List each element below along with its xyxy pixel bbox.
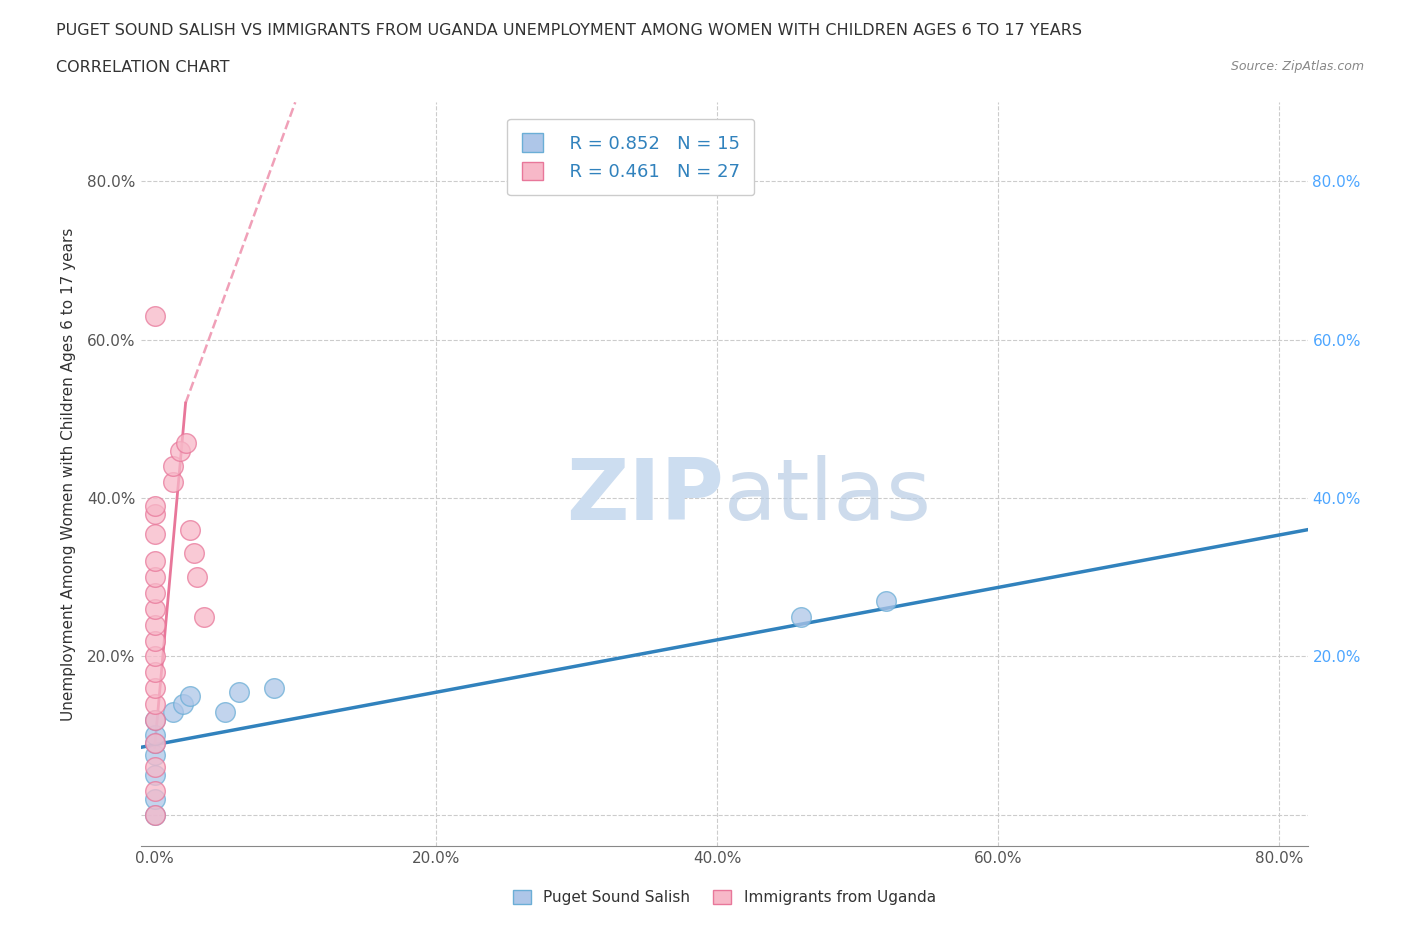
Point <box>143 807 166 822</box>
Point <box>143 309 166 324</box>
Y-axis label: Unemployment Among Women with Children Ages 6 to 17 years: Unemployment Among Women with Children A… <box>60 228 76 721</box>
Point <box>172 697 194 711</box>
Point <box>183 546 205 561</box>
Point <box>143 791 166 806</box>
Point <box>790 609 813 624</box>
Point <box>228 684 250 699</box>
Point <box>143 760 166 775</box>
Text: CORRELATION CHART: CORRELATION CHART <box>56 60 229 75</box>
Point <box>179 523 201 538</box>
Point <box>143 697 166 711</box>
Point <box>143 586 166 601</box>
Point <box>143 748 166 763</box>
Point <box>143 736 166 751</box>
Point <box>143 665 166 680</box>
Point <box>174 435 197 450</box>
Point <box>143 633 166 648</box>
Point <box>143 712 166 727</box>
Text: PUGET SOUND SALISH VS IMMIGRANTS FROM UGANDA UNEMPLOYMENT AMONG WOMEN WITH CHILD: PUGET SOUND SALISH VS IMMIGRANTS FROM UG… <box>56 23 1083 38</box>
Point <box>162 458 184 473</box>
Point <box>143 526 166 541</box>
Point <box>143 767 166 782</box>
Text: atlas: atlas <box>724 455 932 538</box>
Point <box>143 618 166 632</box>
Point <box>169 443 191 458</box>
Point <box>263 681 285 696</box>
Point <box>143 554 166 569</box>
Point <box>143 570 166 585</box>
Point <box>162 704 184 719</box>
Text: ZIP: ZIP <box>567 455 724 538</box>
Point <box>143 783 166 798</box>
Point <box>214 704 236 719</box>
Point <box>179 688 201 703</box>
Point <box>143 498 166 513</box>
Point <box>143 649 166 664</box>
Point <box>143 507 166 522</box>
Point <box>875 593 897 608</box>
Point <box>143 807 166 822</box>
Point <box>162 475 184 490</box>
Legend: Puget Sound Salish, Immigrants from Uganda: Puget Sound Salish, Immigrants from Ugan… <box>505 883 943 913</box>
Point <box>143 712 166 727</box>
Point <box>143 681 166 696</box>
Point <box>186 570 208 585</box>
Text: Source: ZipAtlas.com: Source: ZipAtlas.com <box>1230 60 1364 73</box>
Point <box>193 609 215 624</box>
Point <box>143 728 166 743</box>
Point <box>143 602 166 617</box>
Point <box>143 736 166 751</box>
